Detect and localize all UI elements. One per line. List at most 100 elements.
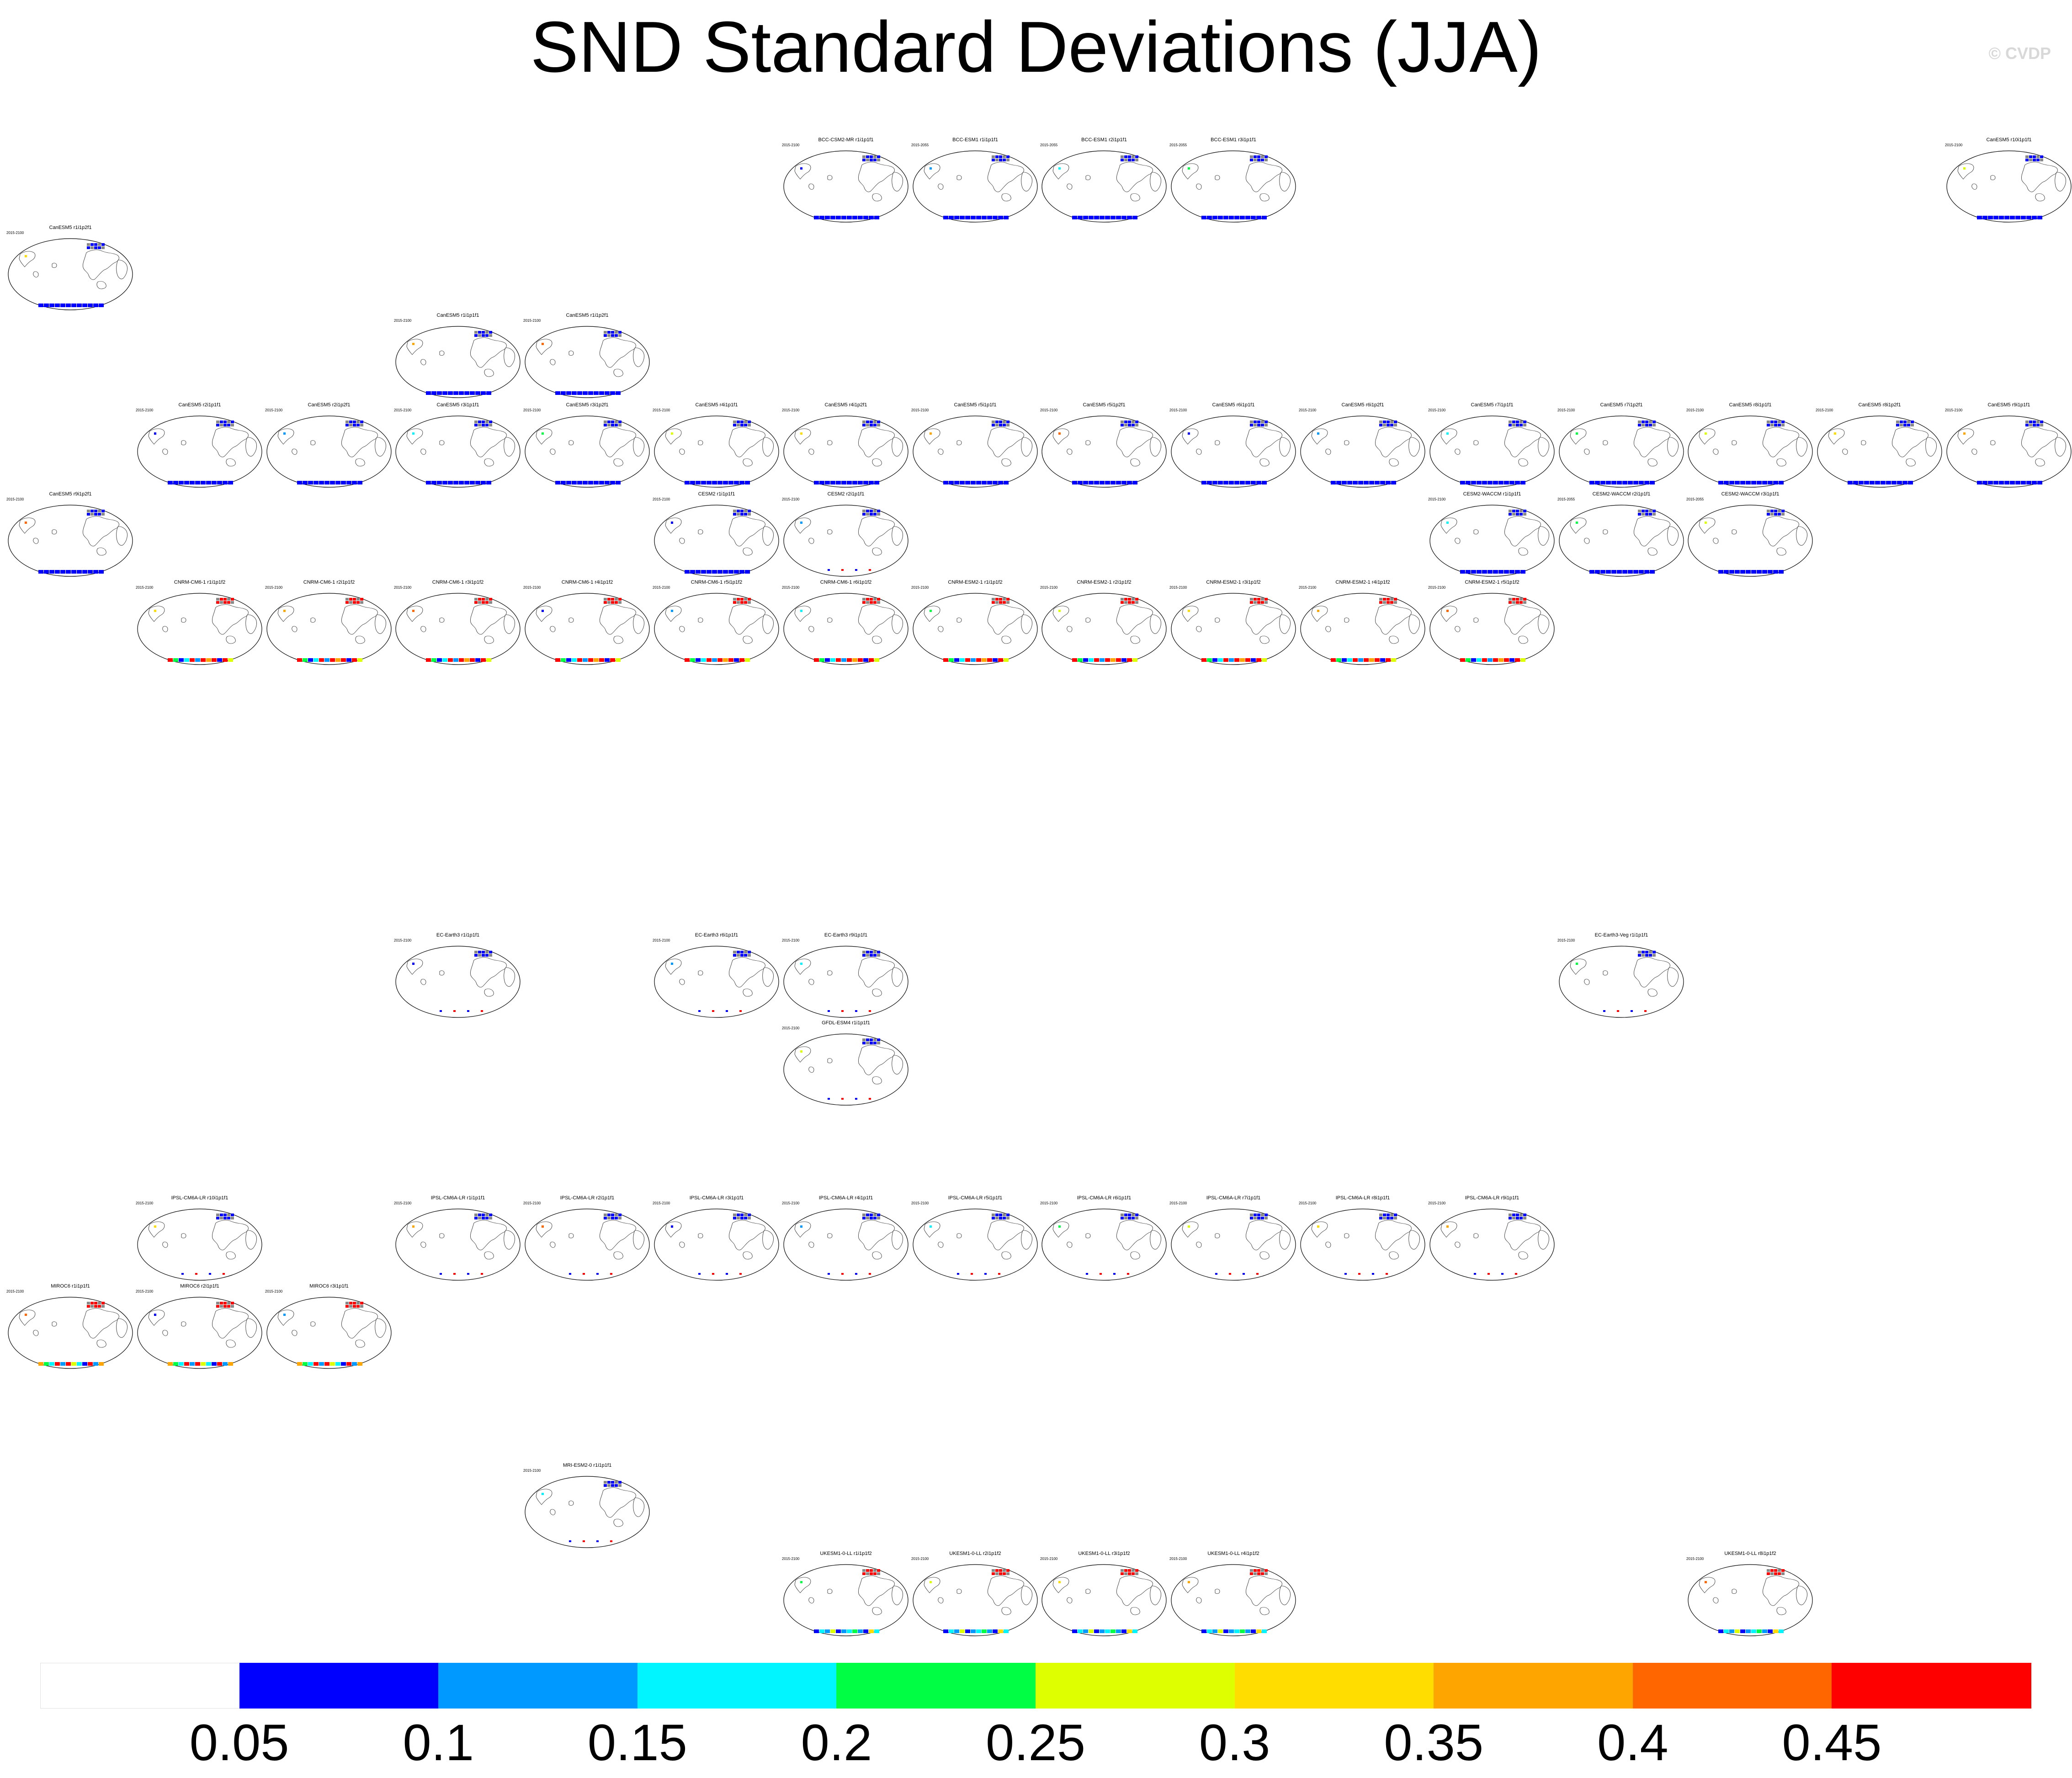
snow-cell (577, 481, 582, 484)
snow-cell (485, 954, 489, 957)
snow-cell (1519, 510, 1523, 512)
snow-cell (475, 481, 480, 484)
snow-cell (542, 1493, 544, 1495)
panel-title: CanESM5 r3i1p2f1 (566, 402, 609, 408)
coastline (1259, 1607, 1270, 1615)
snow-cell (231, 1214, 234, 1216)
map-outline (783, 505, 908, 577)
snow-cell (478, 334, 481, 337)
panel-period: 2015-2100 (911, 1557, 929, 1561)
snow-cell (478, 598, 481, 601)
coastline (1311, 606, 1328, 622)
coastline (1389, 636, 1399, 644)
snow-cell (877, 1038, 880, 1041)
snow-cell (474, 424, 478, 426)
snow-cell (1379, 424, 1382, 426)
map-panel: CanESM5 r2i1p2f1 2015-2100 (265, 402, 393, 489)
snow-cell (184, 1362, 189, 1366)
snow-cell (1257, 424, 1260, 426)
snow-cell (1188, 1581, 1190, 1583)
snow-cell (190, 658, 195, 662)
snow-cell (1774, 1572, 1777, 1575)
coastline (148, 428, 165, 445)
snow-cell (841, 1010, 844, 1012)
snow-cell (1751, 1629, 1756, 1633)
snow-cell (173, 658, 178, 662)
coastline (1052, 163, 1069, 180)
snow-cell (987, 481, 992, 484)
snow-cell (1383, 598, 1386, 601)
snow-cell (605, 481, 610, 484)
snow-cell (1124, 159, 1127, 161)
snow-cell (1519, 421, 1523, 423)
map-outline (1041, 1208, 1167, 1281)
snow-cell (227, 598, 230, 601)
snow-cell (482, 951, 485, 953)
coastline (1925, 437, 1937, 457)
coastline (148, 606, 165, 622)
snow-cell (220, 1214, 223, 1216)
snow-cell (1006, 601, 1009, 604)
coastline (698, 970, 703, 976)
snow-cell (231, 601, 234, 604)
snow-cell (615, 1217, 618, 1219)
snow-cell (223, 658, 228, 662)
coastline (96, 1340, 106, 1348)
snow-cell (733, 513, 736, 516)
snow-cell (828, 1010, 830, 1012)
snow-cell (930, 1581, 932, 1583)
map-panel: CanESM5 r8i1p1f1 2015-2100 (1686, 402, 1814, 489)
snow-cell (712, 570, 717, 574)
snow-cell (1262, 216, 1267, 219)
snow-cell (1903, 421, 1907, 423)
coastline (938, 1241, 944, 1248)
snow-cell (1261, 159, 1264, 161)
snow-cell (1897, 481, 1902, 484)
snow-cell (1767, 424, 1770, 426)
panel-title: UKESM1-0-LL r2i1p1f2 (949, 1551, 1001, 1556)
coastline (827, 970, 833, 976)
coastline (355, 1340, 365, 1348)
snow-cell (995, 424, 999, 426)
snow-cell (481, 1010, 483, 1012)
snow-cell (930, 167, 932, 170)
snow-cell (982, 216, 987, 219)
snow-cell (2037, 481, 2042, 484)
map-svg (266, 1297, 392, 1369)
snow-cell (1770, 424, 1774, 426)
snow-cell (360, 424, 363, 426)
snow-cell (1512, 510, 1515, 512)
snow-cell (992, 1572, 995, 1575)
snow-cell (733, 601, 736, 604)
snow-cell (712, 481, 717, 484)
snow-cell (607, 421, 611, 423)
map-svg (395, 415, 521, 488)
snow-cell (866, 954, 869, 957)
snow-cell (1488, 658, 1493, 662)
map-svg (1688, 415, 1813, 488)
snow-cell (356, 421, 360, 423)
snow-cell (566, 391, 571, 395)
coastline (1021, 437, 1032, 457)
snow-cell (1600, 570, 1605, 574)
snow-cell (737, 1214, 740, 1216)
snow-cell (216, 1214, 219, 1216)
snow-cell (1638, 510, 1641, 512)
snow-cell (55, 303, 60, 307)
coastline (1150, 1230, 1161, 1250)
snow-cell (1121, 658, 1126, 662)
map-outline (1171, 415, 1296, 488)
snow-cell (800, 522, 802, 524)
snow-cell (1617, 1010, 1619, 1012)
map-panel: IPSL-CM6A-LR r9i1p1f1 2015-2100 (1428, 1195, 1556, 1282)
snow-cell (748, 954, 751, 957)
snow-cell (993, 1629, 998, 1633)
snow-cell (38, 1362, 43, 1366)
map-panel: MRI-ESM2-0 r1i1p1f1 2015-2100 (523, 1463, 651, 1549)
snow-cell (1767, 513, 1770, 516)
snow-cell (1116, 658, 1121, 662)
snow-cell (618, 601, 622, 604)
snow-cell (38, 303, 43, 307)
coastline (1538, 437, 1549, 457)
panel-title: MIROC6 r1i1p1f1 (51, 1283, 90, 1289)
